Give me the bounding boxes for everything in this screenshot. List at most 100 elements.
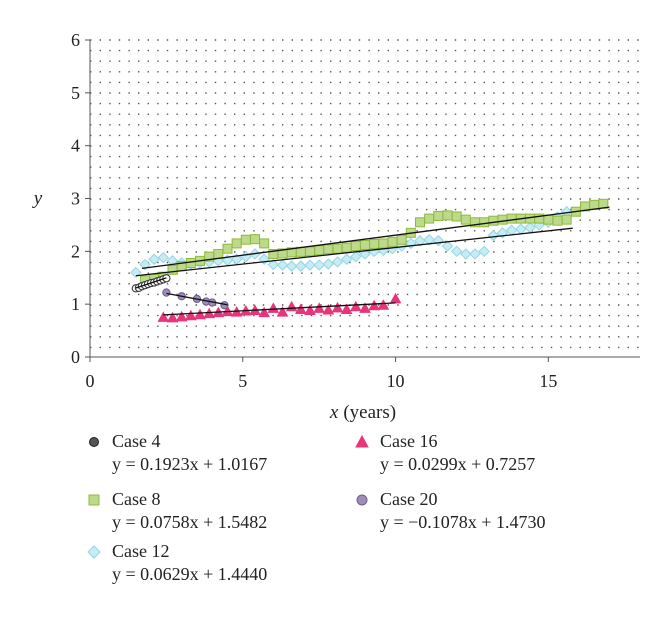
point-triangle — [331, 301, 344, 313]
legend-item-case-4: Case 4 y = 0.1923x + 1.0167 — [86, 430, 346, 476]
x-tick-label: 0 — [86, 371, 95, 391]
point-diamond — [432, 235, 445, 247]
point-square — [387, 236, 398, 247]
point-triangle — [175, 310, 188, 322]
point-diamond — [505, 224, 518, 236]
y-tick-label: 4 — [71, 136, 80, 156]
point-square — [231, 238, 242, 249]
point-triangle — [184, 309, 197, 321]
point-square — [497, 214, 508, 225]
circle-icon — [89, 437, 99, 447]
point-square — [451, 211, 462, 222]
legend-label: Case 20 — [380, 489, 438, 509]
legend-equation: y = 0.1923x + 1.0167 — [112, 454, 268, 474]
legend-item-case-12: Case 12 y = 0.0629x + 1.4440 — [86, 540, 346, 586]
point-triangle — [389, 292, 402, 304]
x-axis-title: x (years) — [329, 402, 396, 423]
point-triangle — [194, 308, 206, 320]
trend-line-case-16 — [163, 302, 396, 316]
point-square — [323, 244, 334, 255]
point-square — [433, 210, 444, 221]
point-square — [506, 213, 517, 224]
point-square — [424, 213, 435, 224]
point-square — [589, 199, 600, 210]
legend-item-case-16: Case 16 y = 0.0299x + 0.7257 — [354, 430, 614, 476]
point-diamond — [423, 234, 435, 246]
x-tick-label: 5 — [238, 371, 247, 391]
x-axis-unit: (years) — [343, 402, 396, 423]
point-diamond — [441, 240, 454, 252]
point-triangle — [294, 303, 307, 314]
point-diamond — [157, 251, 170, 264]
point-square — [240, 234, 251, 245]
point-square — [378, 238, 389, 249]
legend-label: Case 12 — [112, 541, 170, 561]
point-square — [442, 210, 453, 221]
y-tick-label: 6 — [71, 30, 80, 50]
diamond-icon — [87, 545, 101, 559]
legend-equation: y = −0.1078x + 1.4730 — [380, 512, 546, 532]
point-diamond — [405, 237, 417, 250]
point-square — [314, 245, 325, 256]
point-square — [222, 243, 233, 254]
point-diamond — [304, 259, 316, 271]
point-square — [369, 238, 380, 249]
triangle-icon — [355, 434, 369, 448]
point-square — [167, 264, 178, 275]
point-square — [295, 246, 306, 257]
point-square — [561, 214, 572, 225]
point-diamond — [524, 221, 536, 234]
point-diamond — [240, 250, 252, 263]
point-triangle — [313, 302, 326, 313]
point-diamond — [414, 235, 426, 247]
point-triangle — [340, 303, 353, 314]
point-triangle — [368, 299, 381, 311]
series-case-8 — [140, 198, 609, 286]
point-diamond — [276, 259, 289, 271]
point-triangle — [258, 306, 271, 318]
point-square — [350, 241, 361, 252]
dotted-grid — [90, 39, 640, 349]
legend-equation: y = 0.0629x + 1.4440 — [112, 564, 268, 584]
point-square — [415, 217, 425, 228]
x-axis-variable: x — [329, 402, 339, 423]
y-axis-title: y — [32, 188, 43, 209]
x-tick-label: 10 — [387, 371, 405, 391]
point-diamond — [285, 260, 298, 272]
point-diamond — [267, 258, 280, 271]
axis-ticks: 0 1 2 3 4 5 6 0 5 10 15 — [71, 30, 557, 391]
point-diamond — [340, 253, 353, 265]
x-tick-label: 15 — [539, 371, 557, 391]
legend-equation: y = 0.0299x + 0.7257 — [380, 454, 536, 474]
data-points — [130, 198, 610, 323]
point-diamond — [331, 256, 344, 268]
point-diamond — [295, 260, 307, 272]
y-tick-label: 3 — [71, 189, 80, 209]
y-tick-label: 1 — [71, 294, 80, 314]
point-diamond — [478, 245, 490, 258]
point-square — [488, 215, 499, 226]
point-diamond — [350, 250, 362, 263]
point-circle — [162, 288, 171, 297]
point-triangle — [166, 311, 179, 323]
legend-equation: y = 0.0758x + 1.5482 — [112, 512, 268, 532]
point-diamond — [148, 253, 160, 265]
point-diamond — [515, 223, 527, 235]
point-triangle — [157, 311, 170, 322]
circle-icon — [356, 494, 368, 506]
trend-line-case-4 — [135, 277, 167, 289]
point-triangle — [267, 302, 280, 313]
point-triangle — [377, 299, 390, 310]
legend-label: Case 16 — [380, 431, 438, 451]
point-square — [396, 234, 407, 245]
y-tick-label: 2 — [71, 241, 80, 261]
legend-label: Case 8 — [112, 489, 161, 509]
point-diamond — [487, 229, 500, 242]
point-diamond — [450, 245, 463, 258]
point-square — [552, 215, 563, 226]
point-square — [305, 246, 315, 257]
point-diamond — [469, 248, 481, 260]
chart-plot: 0 1 2 3 4 5 6 0 5 10 15 x (years) y — [32, 30, 640, 423]
point-triangle — [285, 300, 298, 312]
y-tick-label: 5 — [71, 83, 80, 103]
